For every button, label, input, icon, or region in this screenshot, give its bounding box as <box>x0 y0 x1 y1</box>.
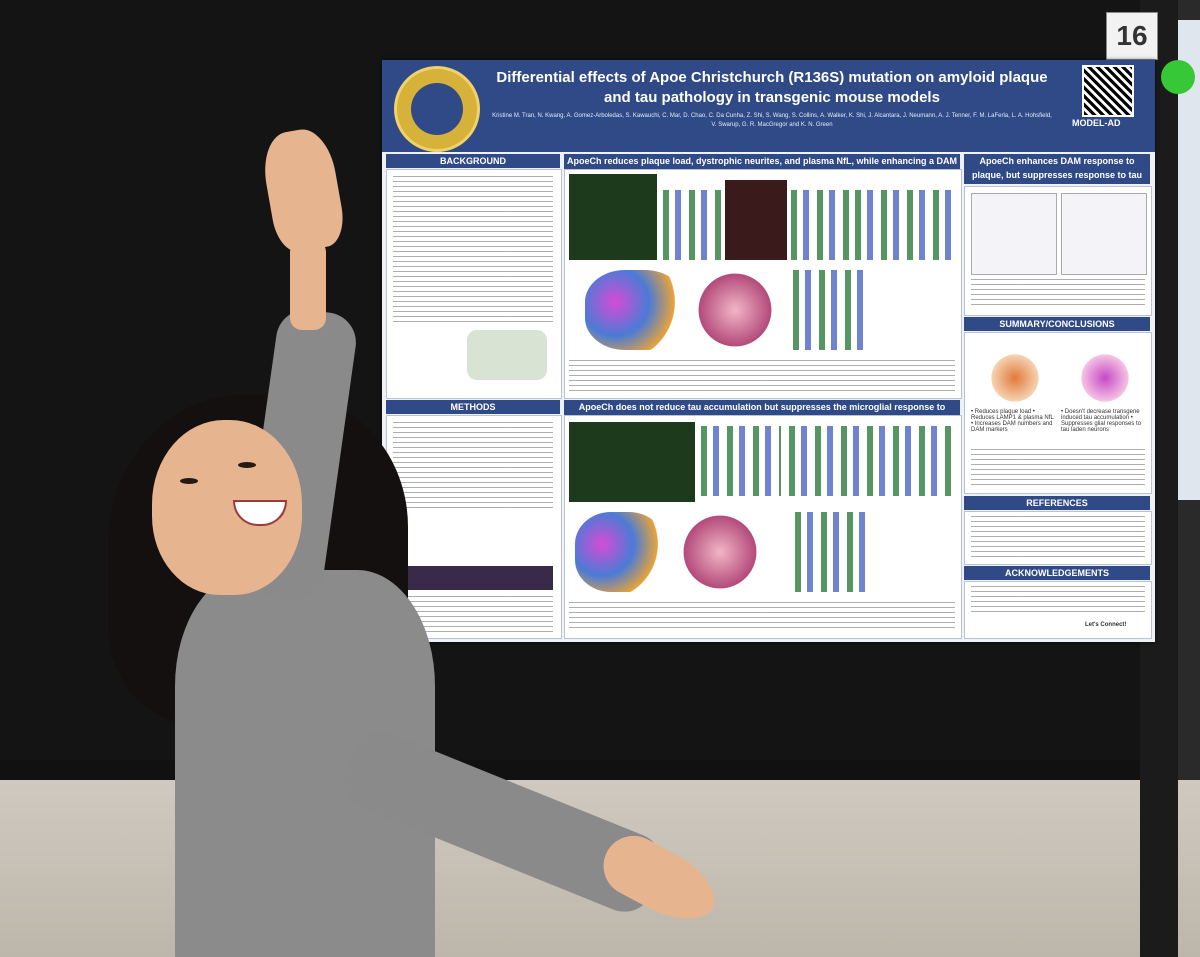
green-dot-sticker <box>1161 60 1195 94</box>
right-eye-icon <box>238 462 256 468</box>
summary-left-text: • Reduces plaque load • Reduces LAMP1 & … <box>971 409 1054 433</box>
booth-number: 16 <box>1106 12 1158 60</box>
poster-title-line2: and tau pathology in transgenic mouse mo… <box>604 89 940 106</box>
acknowledgements-panel: Let's Connect! <box>964 581 1152 639</box>
right-1-panel <box>964 186 1152 316</box>
section-summary: SUMMARY/CONCLUSIONS <box>964 317 1150 331</box>
section-background: BACKGROUND <box>386 154 560 168</box>
results-1-panel <box>564 169 962 399</box>
methods-panel <box>386 415 562 639</box>
poster-title-line1: Differential effects of Apoe Christchurc… <box>496 69 1048 86</box>
research-poster: Differential effects of Apoe Christchurc… <box>382 60 1155 642</box>
left-eye-icon <box>180 478 198 484</box>
poster-header: Differential effects of Apoe Christchurc… <box>382 60 1155 152</box>
poster-title: Differential effects of Apoe Christchurc… <box>487 68 1057 108</box>
background-panel <box>386 169 562 399</box>
presenter-wrist <box>290 240 326 330</box>
results-2-panel <box>564 415 962 639</box>
contact-text: Let's Connect! <box>1085 622 1127 628</box>
section-right-1: ApoeCh enhances DAM response to plaque, … <box>964 154 1150 184</box>
summary-panel: • Reduces plaque load • Reduces LAMP1 & … <box>964 332 1152 494</box>
university-seal-logo <box>394 66 480 152</box>
adjacent-poster <box>1178 20 1200 500</box>
model-ad-logo: MODEL-AD <box>1072 118 1121 128</box>
section-methods: METHODS <box>386 400 560 414</box>
section-acknowledgements: ACKNOWLEDGEMENTS <box>964 566 1150 580</box>
section-references: REFERENCES <box>964 496 1150 510</box>
poster-authors: Kristine M. Tran, N. Kwang, A. Gomez-Arb… <box>492 113 1052 128</box>
summary-right-text: • Doesn't decrease transgene induced tau… <box>1061 409 1142 433</box>
qr-code-icon <box>1082 65 1134 117</box>
references-panel <box>964 511 1152 565</box>
